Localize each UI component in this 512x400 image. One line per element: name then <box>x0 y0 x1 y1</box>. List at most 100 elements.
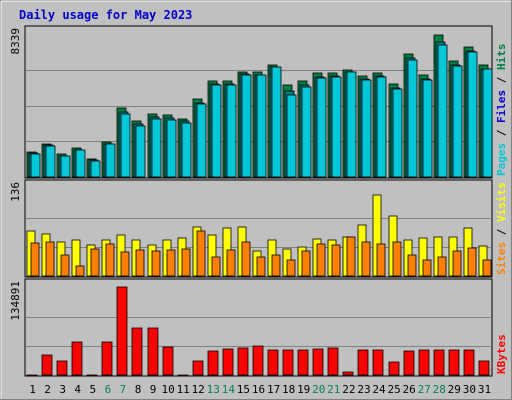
kbytes-bar-kbytes <box>41 354 53 376</box>
sites-visits-bar-sites <box>30 242 40 277</box>
pages-files-hits-bar-pages <box>90 160 101 178</box>
sites-visits-bar-sites <box>211 256 221 277</box>
pages-files-hits-bar-pages <box>256 74 267 178</box>
kbytes-bar-kbytes <box>342 371 354 376</box>
pages-files-hits-legend-separator: / <box>495 70 508 90</box>
kbytes-bar-kbytes <box>86 374 98 377</box>
pages-files-hits-bar-pages <box>316 77 327 178</box>
kbytes-bar-kbytes <box>357 349 369 376</box>
kbytes-bar-kbytes <box>463 349 475 376</box>
kbytes-bar-kbytes <box>147 327 159 376</box>
day-label: 18 <box>282 383 295 396</box>
sites-visits-bar-sites <box>467 247 477 277</box>
kbytes-bar-kbytes <box>418 349 430 376</box>
day-label: 2 <box>44 383 51 396</box>
sites-visits-legend-separator: / <box>495 222 508 242</box>
pages-files-hits-bar-pages <box>301 86 312 178</box>
pages-files-hits-bar-pages <box>467 51 478 178</box>
pages-files-hits-legend-files: Files <box>495 90 508 123</box>
day-label: 1 <box>29 383 36 396</box>
kbytes-bar-kbytes <box>433 349 445 376</box>
pages-files-hits-bar-pages <box>437 44 448 178</box>
sites-visits-bar-sites <box>196 230 206 277</box>
sites-visits-bar-sites <box>452 250 462 277</box>
pages-files-hits-bar-pages <box>452 65 463 178</box>
pages-files-hits-bar-pages <box>271 66 282 178</box>
sites-visits-bar-sites <box>316 243 326 277</box>
sites-visits-bar-sites <box>135 249 145 277</box>
sites-visits-bar-sites <box>271 254 281 277</box>
kbytes-legend: KBytes <box>495 334 508 374</box>
kbytes-bar-kbytes <box>207 350 219 376</box>
kbytes-bar-kbytes <box>372 349 384 376</box>
day-label: 19 <box>297 383 310 396</box>
pages-files-hits-bar-pages <box>392 88 403 178</box>
sites-visits-bar-sites <box>376 243 386 277</box>
sites-visits-bar-sites <box>407 254 417 277</box>
day-label: 4 <box>74 383 81 396</box>
sites-visits-bar-sites <box>422 259 432 277</box>
pages-files-hits-bar-pages <box>45 145 56 178</box>
chart-title: Daily usage for May 2023 <box>19 8 192 22</box>
pages-files-hits-bar-pages <box>226 84 237 178</box>
day-label: 30 <box>463 383 476 396</box>
sites-visits-bar-sites <box>346 236 356 277</box>
sites-visits-bar-sites <box>482 259 492 277</box>
sites-visits-axis-max-label: 136 <box>9 182 22 202</box>
pages-files-hits-legend-pages: Pages <box>495 143 508 176</box>
day-label: 9 <box>150 383 157 396</box>
day-label: 5 <box>89 383 96 396</box>
sites-visits-bar-sites <box>45 241 55 277</box>
day-label: 7 <box>120 383 127 396</box>
sites-visits-bar-sites <box>166 249 176 277</box>
day-label: 24 <box>372 383 386 396</box>
kbytes-legend-kbytes: KBytes <box>495 334 508 374</box>
kbytes-bar-kbytes <box>478 360 490 376</box>
pages-files-hits-bar-pages <box>376 76 387 178</box>
sites-visits-bar-sites <box>392 241 402 277</box>
sites-visits-bar-sites <box>181 248 191 277</box>
sites-visits-bar-sites <box>75 265 85 277</box>
pages-files-hits-bar-pages <box>331 76 342 178</box>
kbytes-bar-kbytes <box>131 327 143 376</box>
pages-files-hits-bar-pages <box>241 74 252 178</box>
pages-files-hits-bar-pages <box>286 94 297 178</box>
kbytes-bar-kbytes <box>403 350 415 376</box>
kbytes-bar-kbytes <box>448 349 460 376</box>
sites-visits-bar-sites <box>286 259 296 277</box>
kbytes-bar-kbytes <box>26 374 38 377</box>
sites-visits-bar-sites <box>331 244 341 277</box>
pages-files-hits-bar-pages <box>361 79 372 178</box>
day-label: 8 <box>135 383 142 396</box>
pages-files-hits-bar-pages <box>211 84 222 178</box>
pages-files-hits-bar-pages <box>135 125 146 178</box>
day-label: 25 <box>387 383 400 396</box>
pages-files-hits-bar-pages <box>422 79 433 178</box>
pages-files-hits-bar-pages <box>151 118 162 178</box>
pages-files-hits-bar-pages <box>346 71 357 178</box>
kbytes-bar-kbytes <box>222 348 234 376</box>
sites-visits-bar-sites <box>361 241 371 277</box>
sites-visits-legend-visits: Visits <box>495 182 508 222</box>
kbytes-bar-kbytes <box>252 345 264 376</box>
sites-visits-bar-sites <box>437 256 447 277</box>
pages-files-hits-bar-pages <box>105 143 116 178</box>
kbytes-bar-kbytes <box>177 374 189 377</box>
sites-visits-bar-sites <box>90 248 100 277</box>
day-label: 29 <box>448 383 461 396</box>
kbytes-bar-kbytes <box>116 286 128 376</box>
kbytes-bar-kbytes <box>101 341 113 376</box>
kbytes-bar-kbytes <box>327 347 339 376</box>
pages-files-hits-bar-pages <box>120 113 131 178</box>
day-label: 6 <box>105 383 112 396</box>
sites-visits-bar-sites <box>256 256 266 277</box>
pages-files-hits-legend-separator: / <box>495 123 508 143</box>
day-label: 17 <box>267 383 280 396</box>
kbytes-axis-max-label: 134891 <box>9 281 22 321</box>
kbytes-bar-kbytes <box>297 349 309 376</box>
day-label: 26 <box>402 383 415 396</box>
day-label: 22 <box>342 383 355 396</box>
sites-visits-bar-sites <box>226 249 236 277</box>
sites-visits-bar-sites <box>120 251 130 277</box>
